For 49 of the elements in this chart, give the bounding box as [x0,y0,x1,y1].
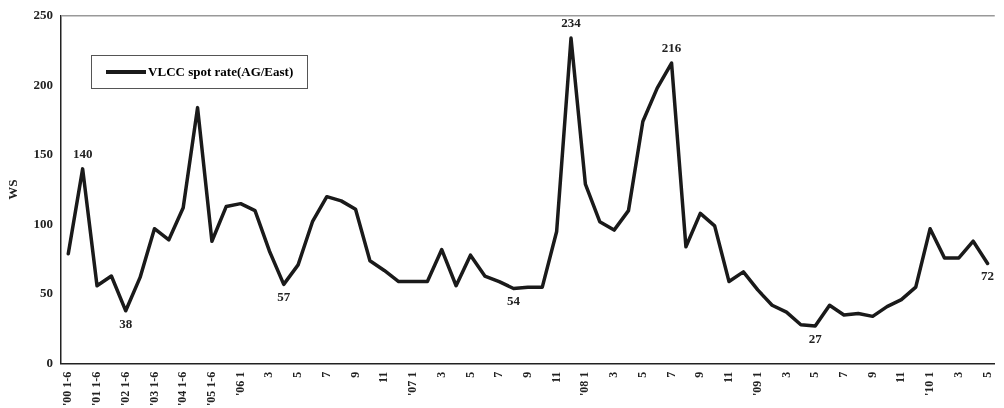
x-tick-label: 5 [979,371,994,378]
x-tick-label: 11 [893,371,908,384]
y-tick-label: 50 [40,285,54,301]
data-label: 234 [561,14,582,30]
x-tick-label: 7 [663,371,678,378]
x-tick-label: 7 [836,371,851,378]
data-label: 140 [72,145,93,161]
x-tick-label: 11 [721,371,736,384]
x-tick-label: 3 [433,371,448,378]
x-tick-label: 5 [807,371,822,378]
data-label: 72 [981,268,995,284]
x-tick-label: 9 [347,371,362,378]
x-tick-label: '01 1-6 [89,371,104,407]
y-tick-label: 100 [33,215,54,231]
x-tick-label: 3 [261,371,276,378]
x-tick-label: 3 [950,371,965,378]
x-tick-label: 9 [864,371,879,378]
x-tick-label: 11 [548,371,563,384]
x-tick-label: 7 [318,371,333,378]
x-tick-label: '03 1-6 [146,371,161,407]
x-tick-label: 5 [290,371,305,378]
data-label: 54 [507,293,521,309]
y-tick-label: 150 [33,146,54,162]
x-tick-label: '05 1-6 [204,371,219,407]
x-tick-label: 9 [520,371,535,378]
data-label: 216 [661,39,682,55]
y-tick-label: 200 [33,76,54,92]
x-tick-label: 5 [462,371,477,378]
y-tick-label: 250 [33,7,54,23]
data-label: 57 [277,289,291,305]
y-tick-label: 0 [46,355,54,371]
x-tick-label: '08 1 [577,371,592,397]
x-tick-label: 3 [606,371,621,378]
x-tick-label: '06 1 [232,371,247,397]
x-tick-label: '10 1 [922,371,937,397]
x-tick-label: '09 1 [749,371,764,397]
x-tick-label: 7 [491,371,506,378]
data-label: 38 [119,315,133,331]
data-label: 27 [808,330,823,346]
x-tick-label: 3 [778,371,793,378]
legend-label: VLCC spot rate(AG/East) [148,63,294,80]
x-tick-label: 9 [692,371,707,378]
x-tick-label: '07 1 [405,371,420,397]
x-tick-label: '04 1-6 [175,371,190,407]
x-tick-label: '00 1-6 [60,371,75,407]
x-tick-label: '02 1-6 [117,371,132,407]
y-axis-title: WS [5,179,21,200]
x-tick-label: 5 [634,371,649,378]
x-tick-label: 11 [376,371,391,384]
